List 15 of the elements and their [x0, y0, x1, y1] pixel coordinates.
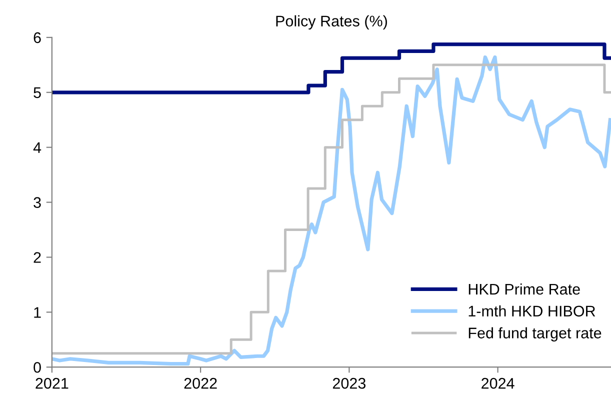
y-tick-label: 6: [34, 32, 41, 44]
y-tick-label: 4: [33, 142, 42, 153]
y-tick-label: 5: [34, 87, 41, 98]
x-tick-label: 2021: [36, 378, 68, 389]
y-tick-label: 0: [34, 362, 41, 373]
x-tick-label: 2024: [482, 378, 514, 389]
x-tick-label: 2023: [332, 378, 366, 389]
chart-title: Policy Rates (%): [276, 15, 387, 30]
legend-label: Fed fund target rate: [468, 327, 602, 342]
legend-label: 1-mth HKD HIBOR: [468, 305, 596, 317]
legend-label: HKD Prime Rate: [468, 283, 580, 295]
y-tick-label: 1: [34, 307, 41, 318]
y-tick-label: 2: [34, 252, 41, 263]
y-tick-label: 3: [34, 197, 41, 208]
x-tick-label: 2022: [184, 378, 217, 389]
